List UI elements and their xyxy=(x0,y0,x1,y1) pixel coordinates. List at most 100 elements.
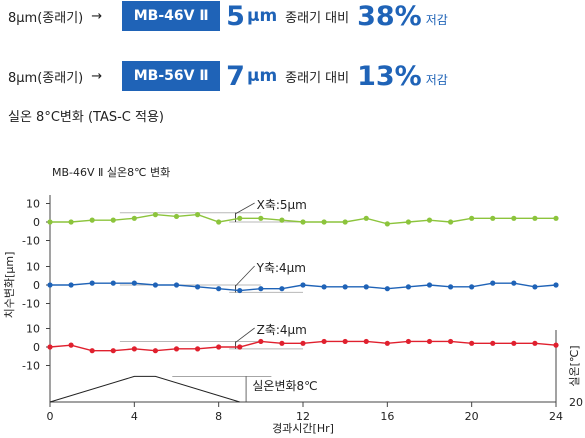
data-point xyxy=(469,284,475,290)
section-heading: 실온 8°C변화 (TAS-C 적용) xyxy=(8,110,164,125)
data-point xyxy=(321,219,327,225)
data-point xyxy=(47,282,53,288)
data-point xyxy=(68,342,74,348)
data-point xyxy=(47,344,53,350)
data-point xyxy=(258,338,264,345)
reduction-label: 저감 xyxy=(425,12,448,27)
reduction-percent: 38% xyxy=(357,0,422,32)
baseline-label: 8µm(종래기) xyxy=(8,70,84,86)
data-point xyxy=(363,284,369,290)
data-point xyxy=(405,338,412,345)
x-axis-label: 경과시간[Hr] xyxy=(272,422,334,435)
data-point xyxy=(363,215,369,221)
y-tick-label: 10 xyxy=(26,198,40,211)
data-point xyxy=(173,346,180,352)
label-leader xyxy=(235,202,255,215)
data-point xyxy=(279,340,285,346)
data-point xyxy=(89,348,95,354)
data-point xyxy=(384,340,390,346)
data-point xyxy=(194,346,201,352)
data-point xyxy=(89,280,95,286)
data-point xyxy=(447,284,454,290)
data-point xyxy=(131,280,137,286)
data-point xyxy=(237,215,243,221)
data-point xyxy=(384,221,390,227)
data-point xyxy=(363,338,369,345)
data-point xyxy=(469,340,475,346)
data-point xyxy=(216,286,222,292)
series-label: Z축:4µm xyxy=(257,323,307,337)
y-tick-label: 0 xyxy=(33,341,40,354)
data-point xyxy=(384,286,390,292)
data-point xyxy=(490,215,496,221)
data-point xyxy=(532,284,538,290)
compare-label: 종래기 대비 xyxy=(285,70,350,86)
data-point xyxy=(511,215,517,221)
compare-label: 종래기 대비 xyxy=(285,10,350,26)
data-point xyxy=(300,219,306,225)
data-point xyxy=(447,219,454,225)
data-point xyxy=(426,282,433,288)
data-point xyxy=(216,219,222,225)
series-label: X축:5µm xyxy=(257,198,307,212)
y-tick-label: 0 xyxy=(33,279,40,292)
data-point xyxy=(216,344,222,350)
y-tick-label: 10 xyxy=(26,323,40,336)
data-point xyxy=(553,215,559,221)
data-point xyxy=(426,217,433,223)
data-point xyxy=(110,348,116,354)
arrow-icon: → xyxy=(91,68,103,84)
data-point xyxy=(110,217,116,223)
temperature-label: 실온변화8℃ xyxy=(252,379,317,393)
comparison-row-1: 8µm(종래기) → MB-46V Ⅱ 5 µm 종래기 대비 38% 저감 xyxy=(8,0,448,32)
y-tick-label: 0 xyxy=(33,216,40,229)
y-tick-label: -10 xyxy=(22,360,40,373)
data-point xyxy=(258,286,264,292)
arrow-icon: → xyxy=(91,8,103,24)
data-point xyxy=(237,287,243,294)
series-panel: 10 0 -10 X축:5µm xyxy=(22,198,559,248)
data-point xyxy=(342,219,348,225)
data-point xyxy=(173,213,180,220)
data-point xyxy=(532,215,538,221)
data-point xyxy=(532,340,538,346)
data-point xyxy=(447,338,454,345)
data-point xyxy=(110,280,116,286)
data-point xyxy=(152,282,159,288)
data-point xyxy=(490,340,496,346)
x-tick-label: 16 xyxy=(380,410,394,423)
data-point xyxy=(152,348,159,354)
label-leader xyxy=(235,327,255,343)
result-unit: µm xyxy=(246,6,278,26)
data-point xyxy=(553,282,559,288)
data-point xyxy=(47,219,53,225)
data-point xyxy=(173,282,180,288)
model-badge: MB-46V Ⅱ xyxy=(122,1,221,31)
result-value: 7 xyxy=(226,60,245,92)
y-tick-label: -10 xyxy=(22,235,40,248)
data-point xyxy=(405,219,412,225)
data-point xyxy=(131,346,137,352)
data-point xyxy=(194,212,201,218)
series-panel: 10 0 -10 Z축:4µm xyxy=(22,323,559,373)
data-point xyxy=(131,215,137,221)
model-badge: MB-56V Ⅱ xyxy=(122,61,221,91)
data-point xyxy=(194,284,201,290)
data-point xyxy=(511,340,517,346)
baseline-label: 8µm(종래기) xyxy=(8,10,84,26)
label-leader xyxy=(235,265,255,287)
data-point xyxy=(89,217,95,223)
comparison-row-2: 8µm(종래기) → MB-56V Ⅱ 7 µm 종래기 대비 13% 저감 xyxy=(8,60,448,92)
data-point xyxy=(342,284,348,290)
y-tick-label: -10 xyxy=(22,298,40,311)
data-point xyxy=(279,217,285,223)
result-unit: µm xyxy=(246,66,278,86)
data-point xyxy=(68,282,74,288)
data-point xyxy=(469,215,475,221)
data-point xyxy=(237,344,243,350)
reduction-percent: 13% xyxy=(357,60,422,92)
x-tick-label: 4 xyxy=(131,410,138,423)
x-tick-label: 24 xyxy=(549,410,563,423)
data-point xyxy=(68,219,74,225)
